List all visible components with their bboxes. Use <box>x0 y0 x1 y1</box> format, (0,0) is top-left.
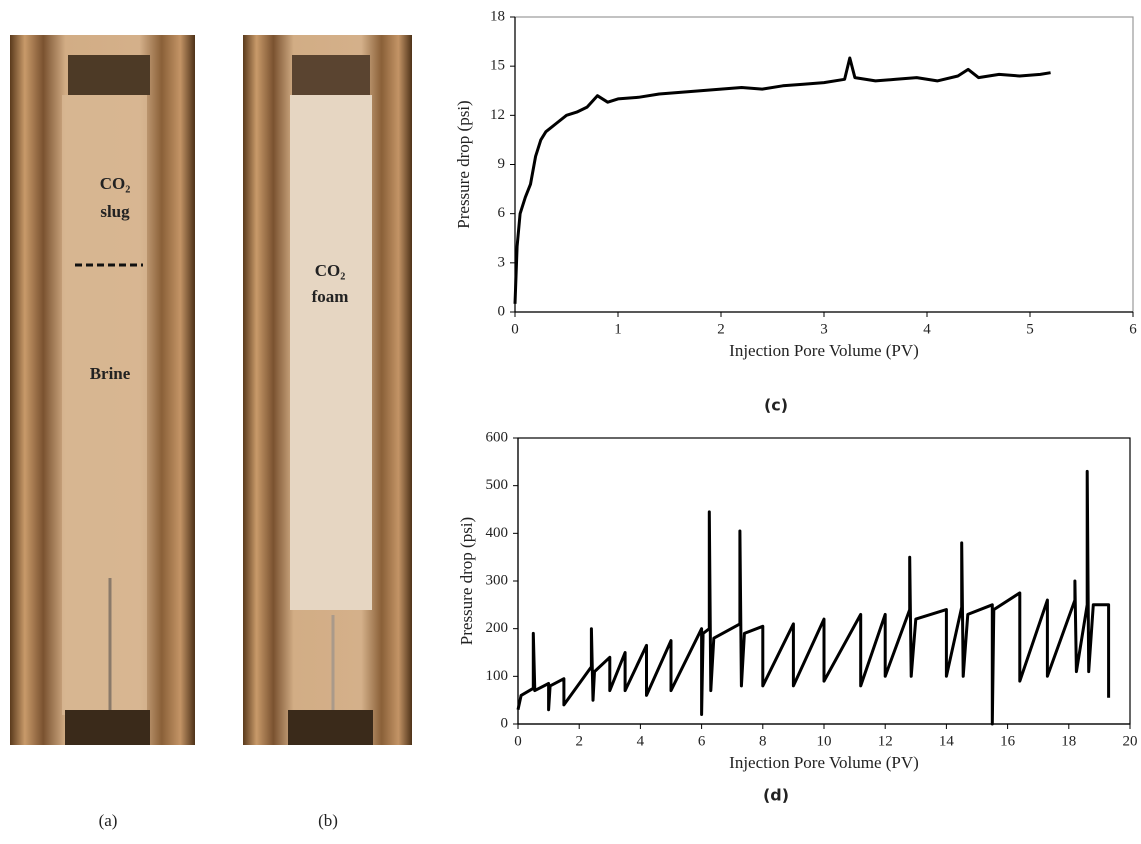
y-axis-label: Pressure drop (psi) <box>454 100 473 228</box>
photo-label: CO₂ <box>100 174 131 193</box>
x-tick-label: 10 <box>817 733 832 749</box>
x-tick-label: 14 <box>939 733 955 749</box>
y-tick-label: 400 <box>486 525 509 541</box>
photo-label: Brine <box>90 364 131 383</box>
photo-caption: (b) <box>318 811 338 830</box>
photo-label: foam <box>312 287 349 306</box>
x-axis-label: Injection Pore Volume (PV) <box>729 753 919 772</box>
x-axis-label: Injection Pore Volume (PV) <box>729 341 919 360</box>
y-tick-label: 9 <box>498 156 506 172</box>
photo-label: slug <box>100 202 130 221</box>
y-tick-label: 3 <box>498 254 506 270</box>
y-tick-label: 200 <box>486 620 509 636</box>
y-tick-label: 15 <box>490 58 505 74</box>
y-tick-label: 6 <box>498 205 506 221</box>
x-tick-label: 1 <box>614 321 622 337</box>
y-tick-label: 0 <box>501 715 509 731</box>
x-tick-label: 18 <box>1061 733 1076 749</box>
y-tick-label: 600 <box>486 429 509 445</box>
x-tick-label: 2 <box>575 733 583 749</box>
y-tick-label: 0 <box>498 303 506 319</box>
y-tick-label: 100 <box>486 668 509 684</box>
x-tick-label: 0 <box>511 321 519 337</box>
photo-b <box>243 35 412 745</box>
x-tick-label: 5 <box>1026 321 1034 337</box>
y-tick-label: 300 <box>486 572 509 588</box>
x-tick-label: 8 <box>759 733 767 749</box>
y-tick-label: 18 <box>490 8 505 24</box>
photo-caption: (a) <box>99 811 118 830</box>
y-tick-label: 12 <box>490 107 505 123</box>
data-line <box>513 56 1051 304</box>
x-tick-label: 3 <box>820 321 828 337</box>
x-tick-label: 6 <box>698 733 706 749</box>
photo-a <box>10 35 195 745</box>
plot-frame <box>514 16 1134 313</box>
x-tick-label: 16 <box>1000 733 1016 749</box>
x-tick-label: 0 <box>514 733 522 749</box>
x-tick-label: 2 <box>717 321 725 337</box>
x-tick-label: 6 <box>1129 321 1137 337</box>
x-tick-label: 12 <box>878 733 893 749</box>
x-tick-label: 4 <box>923 321 931 337</box>
chart-caption: (c) <box>764 396 788 415</box>
x-tick-label: 4 <box>637 733 645 749</box>
chart-caption: (d) <box>763 786 789 805</box>
y-axis-label: Pressure drop (psi) <box>457 517 476 645</box>
y-tick-label: 500 <box>486 477 509 493</box>
photo-label: CO₂ <box>315 261 346 280</box>
x-tick-label: 20 <box>1123 733 1138 749</box>
data-line <box>516 469 1111 726</box>
